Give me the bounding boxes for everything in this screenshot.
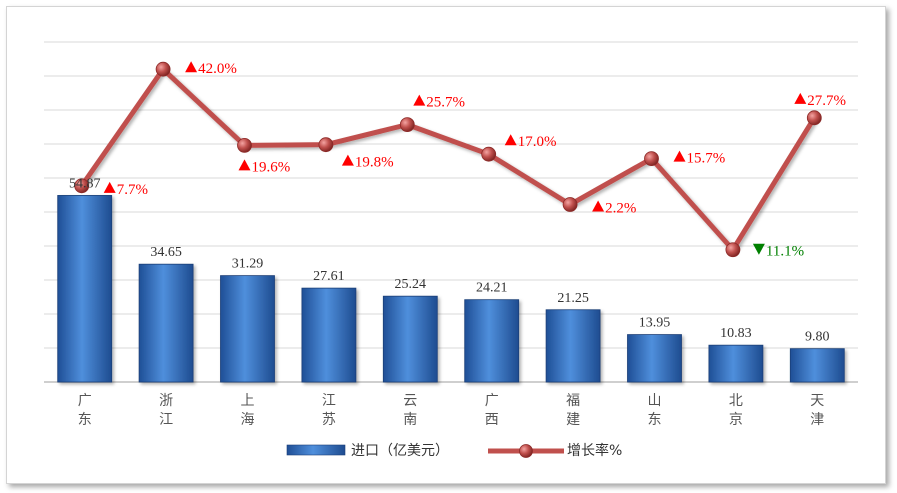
bar-value-label: 13.95 <box>639 316 671 331</box>
line-series <box>74 61 822 258</box>
bar-value-label: 31.29 <box>232 257 264 272</box>
category-label: 云南 <box>403 393 417 428</box>
growth-label-5: 17.0% <box>504 134 557 150</box>
bar-4 <box>382 295 438 383</box>
growth-label-1: 42.0% <box>185 61 237 77</box>
growth-value-label: 27.7% <box>807 93 846 109</box>
category-label: 浙江 <box>159 393 173 428</box>
line-point-4 <box>399 117 415 133</box>
down-triangle-icon <box>752 243 765 255</box>
category-label: 山东 <box>648 393 662 428</box>
bar-7 <box>627 334 682 383</box>
category-label: 北京 <box>729 393 743 428</box>
growth-value-label: 15.7% <box>687 151 726 167</box>
up-triangle-icon <box>794 92 807 104</box>
growth-value-label: 7.7% <box>117 182 148 198</box>
bar-9 <box>789 348 845 383</box>
category-axis: 广东 浙江 上海 江苏 云南 广西 福建 山东 北京 天津 <box>78 393 825 428</box>
legend-bar-label: 进口（亿美元） <box>351 443 449 459</box>
up-triangle-icon <box>592 200 605 212</box>
bar-value-label: 27.61 <box>313 269 345 284</box>
growth-value-label: 19.6% <box>252 159 291 175</box>
up-triangle-icon <box>238 159 251 171</box>
growth-label-7: 15.7% <box>673 150 726 167</box>
growth-label-8: 11.1% <box>752 243 804 260</box>
bar-0 <box>57 195 113 383</box>
growth-label-9: 27.7% <box>794 92 846 109</box>
bar-value-label: 54.87 <box>69 176 101 191</box>
bar-value-label: 24.21 <box>476 281 508 296</box>
bar-series <box>57 195 845 383</box>
up-triangle-icon <box>103 181 116 193</box>
up-triangle-icon <box>504 134 517 146</box>
category-label: 上海 <box>241 393 255 428</box>
growth-value-label: 2.2% <box>605 201 636 217</box>
line-point-3 <box>318 137 334 153</box>
legend-bar-swatch <box>286 444 346 456</box>
bar-5 <box>464 299 520 383</box>
line-point-5 <box>481 146 497 162</box>
up-triangle-icon <box>185 61 198 73</box>
growth-value-label: 19.8% <box>355 155 394 171</box>
growth-value-label: 11.1% <box>766 244 804 260</box>
growth-label-4: 25.7% <box>413 94 465 111</box>
growth-label-0: 7.7% <box>103 181 148 198</box>
line-point-7 <box>644 151 659 167</box>
bar-1 <box>138 263 194 383</box>
legend: 进口（亿美元） 增长率% <box>286 442 622 459</box>
bar-value-label: 21.25 <box>557 291 589 306</box>
line-point-2 <box>237 137 252 153</box>
growth-value-label: 17.0% <box>518 134 557 150</box>
category-label: 江苏 <box>322 393 336 428</box>
up-triangle-icon <box>673 150 686 162</box>
legend-line-label: 增长率% <box>567 442 622 459</box>
growth-value-label: 42.0% <box>198 61 237 77</box>
line-point-9 <box>806 110 822 126</box>
growth-line <box>79 66 817 253</box>
line-point-1 <box>155 61 171 77</box>
growth-label-3: 19.8% <box>341 154 394 171</box>
up-triangle-icon <box>341 154 354 166</box>
growth-label-2: 19.6% <box>238 159 291 175</box>
bar-value-label: 25.24 <box>395 277 427 292</box>
bar-8 <box>708 344 764 383</box>
legend-line-marker <box>519 444 533 458</box>
bar-value-label: 34.65 <box>150 245 182 260</box>
bar-6 <box>545 309 601 383</box>
category-label: 广东 <box>78 393 92 428</box>
growth-label-6: 2.2% <box>592 200 636 217</box>
up-triangle-icon <box>413 94 426 106</box>
data-labels: 54.87 34.65 31.29 27.61 25.24 24.21 21.25 13.95… <box>69 61 846 344</box>
bar-value-label: 9.80 <box>805 330 830 345</box>
line-point-0 <box>74 178 90 194</box>
bar-value-label: 10.83 <box>720 326 752 341</box>
category-label: 天津 <box>810 393 824 428</box>
growth-value-label: 25.7% <box>426 95 465 111</box>
line-point-8 <box>725 242 741 258</box>
bar-3 <box>301 287 357 383</box>
category-label: 广西 <box>485 393 499 428</box>
bar-2 <box>220 275 275 383</box>
line-point-6 <box>562 197 578 212</box>
category-label: 福建 <box>566 393 580 428</box>
